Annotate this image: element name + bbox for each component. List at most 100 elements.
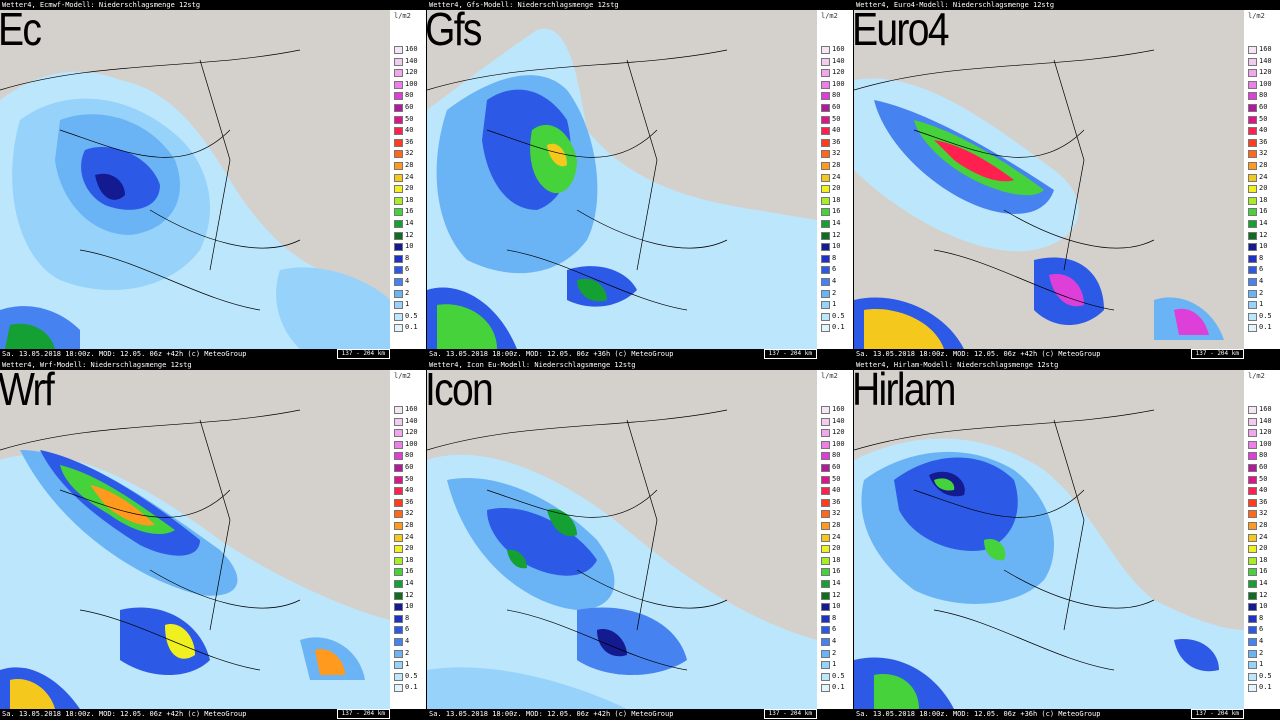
legend-label: 60: [405, 103, 414, 111]
precipitation-legend: l/m2 160 140 120 100 80 60 50 40 36 32 28 24 20 18 16 1…: [392, 10, 426, 349]
footer-text: Sa. 13.05.2018 18:00z. MOD: 12.05. 06z +…: [429, 350, 674, 358]
legend-label: 28: [1259, 521, 1268, 529]
legend-label: 14: [405, 219, 414, 227]
legend-label: 4: [832, 637, 837, 645]
legend-swatch: [394, 614, 403, 623]
legend-swatch: [1248, 324, 1257, 333]
legend-swatch: [821, 46, 830, 54]
legend-label: 6: [1259, 265, 1264, 274]
legend-label: 50: [832, 474, 841, 483]
legend-label: 10: [832, 242, 841, 251]
legend-swatch: [394, 626, 403, 635]
legend-swatch: [394, 487, 403, 496]
legend-swatch: [394, 661, 403, 670]
legend-swatch: [821, 57, 830, 66]
legend-swatch: [394, 672, 403, 681]
legend-swatch: [821, 127, 830, 136]
legend-label: 100: [1259, 439, 1272, 448]
legend-label: 40: [405, 126, 414, 135]
legend-label: 160: [1259, 45, 1272, 53]
legend-swatch: [821, 487, 830, 496]
legend-label: 0.1: [405, 683, 418, 692]
legend-label: 10: [405, 242, 414, 251]
legend-swatch: [821, 104, 830, 112]
legend-swatch: [821, 162, 830, 170]
legend-label: 28: [832, 521, 841, 529]
legend-swatch: [821, 231, 830, 240]
legend-label: 50: [832, 114, 841, 123]
legend-swatch: [821, 510, 830, 519]
legend-swatch: [1248, 464, 1257, 472]
legend-swatch: [394, 278, 403, 286]
legend-swatch: [821, 150, 830, 159]
legend-swatch: [821, 80, 830, 89]
legend-label: 4: [1259, 277, 1264, 285]
legend-swatch: [394, 46, 403, 54]
legend-swatch: [821, 289, 830, 298]
precipitation-map: [427, 370, 817, 709]
legend-label: 50: [1259, 114, 1268, 123]
legend-label: 32: [1259, 509, 1268, 518]
legend-label: 32: [832, 149, 841, 158]
legend-label: 40: [1259, 126, 1268, 135]
scale-bar: 137 - 204 km: [336, 709, 390, 719]
legend-swatch: [821, 591, 830, 600]
legend-swatch: [394, 684, 403, 693]
legend-swatch: [821, 672, 830, 681]
legend-label: 100: [405, 79, 418, 88]
legend-swatch: [821, 243, 830, 252]
legend-swatch: [1248, 127, 1257, 136]
legend-swatch: [821, 208, 830, 217]
legend-swatch: [1248, 312, 1257, 321]
panel-header: Wetter4, Euro4-Modell: Niederschlagsmeng…: [854, 0, 1280, 10]
legend-swatch: [394, 510, 403, 519]
scale-bar: 137 - 204 km: [1190, 349, 1244, 359]
legend-label: 14: [1259, 579, 1268, 587]
map-panel-ec: Wetter4, Ecmwf-Modell: Niederschlagsmeng…: [0, 0, 426, 360]
legend-label: 120: [832, 428, 845, 437]
legend-swatch: [821, 649, 830, 658]
legend-swatch: [394, 312, 403, 321]
legend-swatch: [1248, 406, 1257, 414]
legend-swatch: [394, 580, 403, 588]
legend-unit: l/m2: [394, 12, 411, 20]
legend-label: 20: [1259, 184, 1268, 193]
legend-swatch: [821, 220, 830, 228]
legend-swatch: [1248, 684, 1257, 693]
legend-swatch: [394, 556, 403, 565]
legend-swatch: [394, 452, 403, 461]
panel-header: Wetter4, Ecmwf-Modell: Niederschlagsmeng…: [0, 0, 426, 10]
legend-swatch: [394, 301, 403, 310]
legend-swatch: [821, 115, 830, 124]
legend-swatch: [394, 80, 403, 89]
legend-label: 40: [1259, 486, 1268, 495]
legend-label: 6: [832, 625, 837, 634]
legend-label: 160: [405, 405, 418, 413]
legend-swatch: [821, 661, 830, 670]
legend-swatch: [1248, 522, 1257, 530]
legend-swatch: [394, 115, 403, 124]
panel-header: Wetter4, Icon Eu-Modell: Niederschlagsme…: [427, 360, 853, 370]
legend-swatch: [394, 417, 403, 426]
legend-label: 10: [1259, 602, 1268, 611]
legend-swatch: [821, 185, 830, 194]
legend-swatch: [821, 266, 830, 275]
legend-label: 140: [1259, 416, 1272, 425]
legend-label: 8: [832, 613, 837, 622]
panel-footer: Sa. 13.05.2018 18:00z. MOD: 12.05. 06z +…: [427, 349, 853, 360]
legend-swatch: [1248, 580, 1257, 588]
legend-swatch: [821, 440, 830, 449]
legend-swatch: [394, 591, 403, 600]
legend-label: 6: [405, 265, 410, 274]
legend-swatch: [394, 324, 403, 333]
legend-swatch: [821, 417, 830, 426]
legend-label: 40: [405, 486, 414, 495]
precipitation-legend: l/m2 160 140 120 100 80 60 50 40 36 32 28 24 20 18 16 1…: [1246, 370, 1280, 709]
legend-label: 0.5: [1259, 671, 1272, 680]
legend-swatch: [394, 196, 403, 205]
legend-swatch: [1248, 440, 1257, 449]
legend-swatch: [394, 243, 403, 252]
legend-label: 16: [405, 567, 414, 576]
legend-swatch: [1248, 278, 1257, 286]
legend-label: 32: [832, 509, 841, 518]
